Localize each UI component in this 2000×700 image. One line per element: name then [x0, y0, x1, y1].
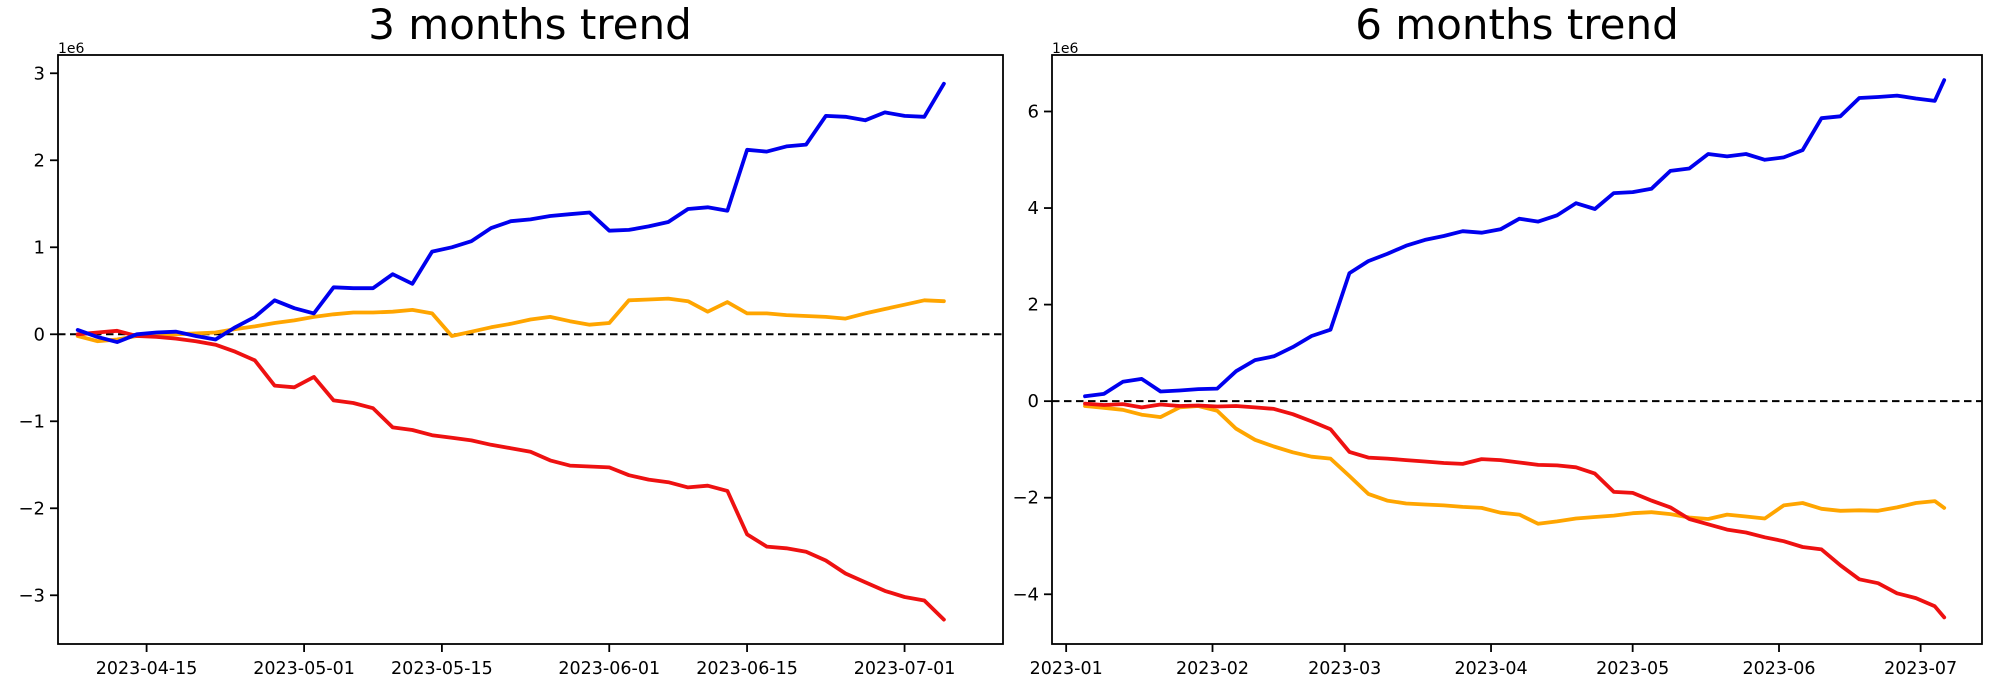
y-tick-label: −1	[18, 411, 45, 432]
series-red	[75, 328, 946, 622]
series-orange	[75, 296, 946, 344]
x-tick-label: 2023-06	[1742, 659, 1815, 679]
x-tick-label: 2023-05	[1596, 659, 1669, 679]
x-tick-label: 2023-01	[1030, 659, 1103, 679]
y-tick-label: −3	[18, 585, 45, 606]
x-tick-label: 2023-05-15	[391, 659, 493, 679]
y-tick-label: 3	[34, 63, 45, 84]
x-tick-label: 2023-06-01	[558, 659, 660, 679]
y-tick-label: 4	[1028, 198, 1039, 219]
y-tick-label: 0	[34, 324, 45, 345]
y-tick-label: 2	[34, 150, 45, 171]
x-tick-label: 2023-05-01	[253, 659, 355, 679]
plot-border	[57, 54, 1004, 645]
y-axis-offset-label-right: 1e6	[1052, 41, 1079, 57]
y-axis-offset-label-left: 1e6	[58, 41, 85, 57]
y-tick-label: −4	[1012, 584, 1039, 605]
y-tick-label: −2	[1012, 488, 1039, 509]
x-tick-label: 2023-04-15	[96, 659, 198, 679]
y-tick-label: 1	[34, 237, 45, 258]
x-tick-label: 2023-07-01	[854, 659, 956, 679]
y-tick-label: 6	[1028, 101, 1039, 122]
x-tick-label: 2023-07	[1884, 659, 1957, 679]
series-blue	[75, 81, 946, 344]
x-tick-label: 2023-04	[1454, 659, 1527, 679]
chart-title-3-months: 3 months trend	[368, 0, 692, 49]
chart-title-6-months: 6 months trend	[1355, 0, 1679, 49]
plot-border	[1051, 54, 1983, 645]
x-tick-label: 2023-02	[1176, 659, 1249, 679]
x-tick-label: 2023-06-15	[696, 659, 798, 679]
y-tick-label: −2	[18, 498, 45, 519]
x-tick-label: 2023-03	[1308, 659, 1381, 679]
series-red	[1083, 401, 1947, 620]
series-blue	[1083, 78, 1947, 399]
y-tick-label: 2	[1028, 295, 1039, 316]
series-orange	[1083, 404, 1947, 526]
y-tick-label: 0	[1028, 391, 1039, 412]
